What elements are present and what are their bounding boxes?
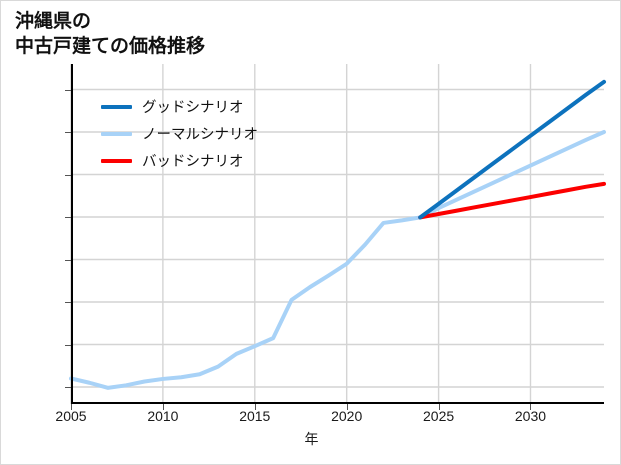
x-tick-label: 2010: [147, 408, 179, 424]
x-tick-mark: [438, 404, 440, 410]
legend-label: グッドシナリオ: [142, 100, 244, 116]
legend-swatch-bad-scenario: [101, 158, 132, 163]
legend-item-good-scenario[interactable]: グッドシナリオ: [101, 93, 258, 120]
y-tick-mark: [65, 217, 71, 218]
y-tick-mark: [65, 89, 71, 91]
legend-item-bad-scenario[interactable]: バッドシナリオ: [101, 147, 258, 174]
x-tick-label: 2030: [514, 408, 547, 424]
x-tick-mark: [254, 404, 256, 410]
legend-item-normal-scenario[interactable]: ノーマルシナリオ: [101, 120, 258, 147]
y-tick-mark: [65, 174, 71, 176]
series-line: [418, 181, 606, 220]
x-tick-label: 2020: [331, 408, 363, 424]
x-tick-label: 2025: [423, 408, 455, 424]
legend-label: バッドシナリオ: [142, 154, 244, 170]
x-tick-label: 2005: [55, 408, 87, 424]
y-tick-mark: [65, 259, 71, 261]
legend-swatch-normal-scenario: [101, 131, 132, 136]
page-title: 沖縄県の 中古戸建ての価格推移: [15, 11, 206, 57]
gridlines: [70, 64, 604, 404]
x-axis-label: 年: [304, 431, 319, 447]
chart-legend: グッドシナリオ ノーマルシナリオ バッドシナリオ: [101, 93, 258, 174]
y-tick-mark: [65, 387, 71, 388]
x-tick-mark: [71, 404, 72, 410]
x-tick-mark: [346, 404, 348, 410]
x-tick-mark: [162, 404, 164, 410]
x-tick-label: 2015: [239, 408, 271, 424]
series-line: [418, 79, 606, 220]
series-line: [69, 130, 606, 390]
y-tick-mark: [65, 132, 71, 133]
data-series: [69, 79, 606, 390]
legend-swatch-good-scenario: [101, 104, 132, 109]
x-tick-mark: [530, 404, 532, 410]
y-tick-mark: [65, 302, 71, 303]
y-tick-mark: [65, 344, 71, 346]
legend-label: ノーマルシナリオ: [142, 127, 258, 143]
